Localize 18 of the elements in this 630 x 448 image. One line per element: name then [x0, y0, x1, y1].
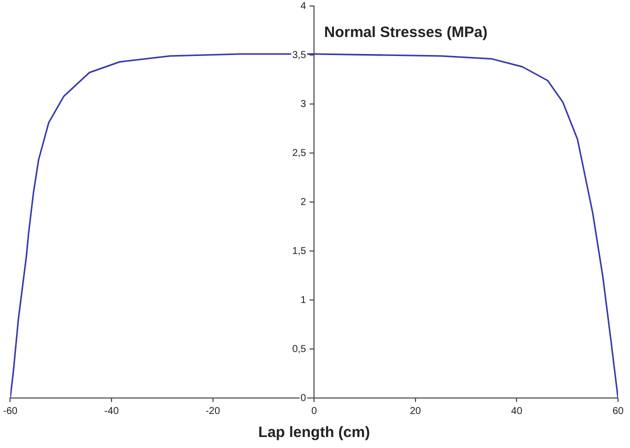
x-axis-title: Lap length (cm) — [258, 424, 370, 442]
y-tick-label: 3,5 — [292, 50, 307, 61]
y-tick-label: 2,5 — [292, 148, 307, 159]
x-tick-label: -40 — [104, 406, 120, 417]
y-tick-label: 4 — [300, 0, 307, 12]
y-tick-label: 0 — [300, 392, 307, 404]
x-tick-label: -60 — [3, 406, 18, 417]
x-tick-label: 20 — [410, 406, 422, 417]
x-tick-label: 40 — [511, 406, 523, 417]
x-tick-label: -20 — [206, 406, 220, 417]
y-tick-label: 2 — [300, 196, 307, 208]
y-tick-label: 3 — [300, 98, 307, 110]
x-tick-label: 0 — [311, 406, 318, 417]
y-tick-label: 1,5 — [292, 246, 307, 257]
y-tick-label: 1 — [300, 294, 307, 306]
y-axis-title: Normal Stresses (MPa) — [324, 24, 488, 42]
x-tick-label: 60 — [612, 406, 624, 417]
y-tick-label: 0,5 — [292, 344, 307, 355]
